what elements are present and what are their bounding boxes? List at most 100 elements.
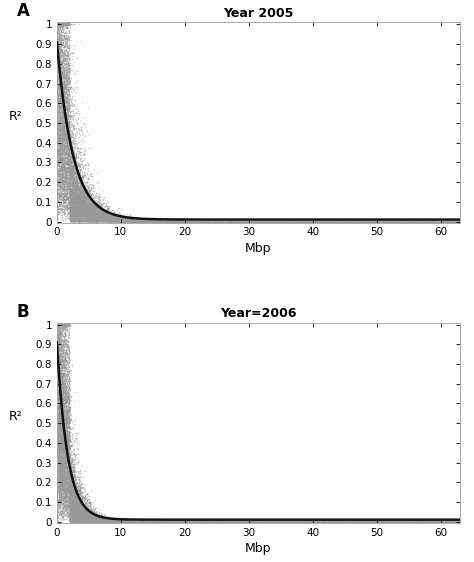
Point xyxy=(56,102,64,111)
Point xyxy=(151,517,159,526)
Point xyxy=(326,517,334,526)
Point xyxy=(419,217,427,226)
Point xyxy=(134,517,142,526)
Point xyxy=(286,517,294,526)
Point xyxy=(73,180,81,189)
Point xyxy=(191,217,198,226)
Point xyxy=(67,497,74,506)
Point xyxy=(73,501,80,510)
Point xyxy=(256,517,264,526)
Point xyxy=(78,507,86,516)
Point xyxy=(169,517,177,526)
Point xyxy=(89,514,97,523)
Point xyxy=(62,418,69,427)
Point xyxy=(95,214,102,223)
Point xyxy=(54,71,62,80)
Point xyxy=(105,217,112,226)
Point xyxy=(130,517,137,526)
Point xyxy=(295,517,302,526)
Point xyxy=(64,444,72,453)
Point xyxy=(117,215,125,224)
Point xyxy=(335,517,342,526)
Point xyxy=(125,217,133,226)
Point xyxy=(76,211,83,220)
Point xyxy=(73,203,81,212)
Point xyxy=(95,516,103,525)
Point xyxy=(237,517,244,526)
Point xyxy=(62,139,70,148)
Point xyxy=(136,216,143,225)
Point xyxy=(122,517,129,526)
Point xyxy=(72,495,80,504)
Point xyxy=(55,361,62,370)
Point xyxy=(100,214,107,223)
Point xyxy=(342,517,349,526)
Point xyxy=(438,517,445,526)
Point xyxy=(56,136,64,145)
Point xyxy=(77,180,85,189)
Point xyxy=(55,82,62,91)
Point xyxy=(55,329,62,338)
Point xyxy=(91,202,99,211)
Point xyxy=(72,501,79,510)
Point xyxy=(374,517,382,526)
Point xyxy=(428,217,435,226)
Point xyxy=(79,473,87,482)
Point xyxy=(64,439,71,448)
Point xyxy=(147,216,155,225)
Point xyxy=(381,517,389,526)
Point xyxy=(73,499,80,508)
Point xyxy=(54,427,61,436)
Point xyxy=(77,192,85,201)
Point xyxy=(250,517,257,526)
Point xyxy=(129,216,137,225)
Point xyxy=(57,118,65,127)
Point xyxy=(56,110,64,119)
Point xyxy=(76,516,83,525)
Point xyxy=(58,484,66,493)
Point xyxy=(70,215,77,224)
Point xyxy=(71,482,79,491)
Point xyxy=(74,176,82,185)
Point xyxy=(59,101,67,110)
Point xyxy=(72,179,79,188)
Point xyxy=(434,517,442,526)
Point xyxy=(57,357,65,366)
Point xyxy=(89,514,96,523)
Point xyxy=(225,517,232,526)
Point xyxy=(443,217,451,226)
Point xyxy=(94,517,102,526)
Point xyxy=(82,191,89,200)
Point xyxy=(84,202,92,211)
Point xyxy=(58,123,66,132)
Point xyxy=(136,217,143,226)
Point xyxy=(173,217,180,226)
Point xyxy=(56,382,64,391)
Point xyxy=(173,517,181,526)
Point xyxy=(118,216,125,225)
Point xyxy=(64,98,71,107)
Point xyxy=(73,197,81,206)
Point xyxy=(59,417,66,426)
Point xyxy=(86,217,93,226)
Point xyxy=(56,182,64,191)
Point xyxy=(67,514,74,523)
Point xyxy=(71,173,78,182)
Point xyxy=(91,214,99,223)
Point xyxy=(395,217,402,226)
Point xyxy=(134,216,141,225)
Point xyxy=(86,211,94,220)
Point xyxy=(123,517,130,526)
Point xyxy=(377,517,385,526)
Point xyxy=(58,58,66,67)
Point xyxy=(83,216,91,225)
Point xyxy=(55,461,63,470)
Point xyxy=(397,217,404,226)
Point xyxy=(122,517,129,526)
Point xyxy=(131,517,139,526)
Point xyxy=(60,494,68,503)
Point xyxy=(55,423,63,432)
Point xyxy=(319,517,327,526)
Point xyxy=(62,345,70,353)
Point xyxy=(86,195,93,204)
